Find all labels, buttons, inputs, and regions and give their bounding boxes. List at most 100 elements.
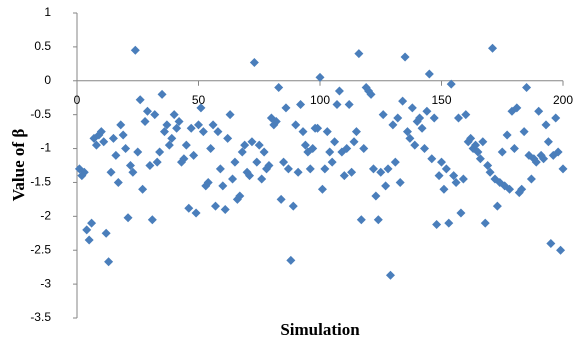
point — [249, 57, 259, 67]
point — [247, 137, 257, 147]
point — [296, 100, 306, 109]
point — [485, 167, 495, 177]
point — [320, 164, 330, 174]
point — [349, 137, 359, 147]
point — [167, 133, 177, 143]
x-tick-label: 100 — [310, 93, 330, 107]
point — [184, 203, 194, 213]
y-tick-label: -1 — [40, 141, 51, 155]
point — [368, 164, 378, 174]
y-tick-label: -3.5 — [30, 310, 51, 324]
point — [291, 120, 301, 130]
point — [121, 144, 131, 154]
point — [106, 167, 116, 177]
point — [432, 219, 442, 229]
point — [116, 120, 126, 130]
point — [147, 215, 157, 225]
point — [283, 164, 293, 174]
point — [356, 215, 366, 225]
point — [519, 127, 529, 137]
point — [551, 113, 561, 123]
point — [410, 140, 420, 150]
point — [274, 83, 284, 93]
point — [96, 127, 106, 137]
point — [456, 208, 466, 218]
point — [196, 103, 206, 113]
point — [359, 144, 369, 154]
point — [558, 164, 568, 174]
point — [91, 140, 101, 150]
point — [466, 133, 476, 143]
point — [208, 120, 218, 130]
point — [235, 191, 245, 201]
point — [398, 96, 408, 106]
point — [84, 235, 94, 245]
point — [444, 218, 454, 228]
point — [480, 218, 490, 228]
point — [492, 201, 502, 211]
point — [347, 167, 357, 177]
point — [162, 120, 172, 130]
point — [181, 140, 191, 150]
point — [429, 113, 439, 123]
point — [313, 123, 323, 133]
x-axis-title: Simulation — [280, 320, 360, 339]
point — [215, 164, 225, 174]
y-tick-label: -2 — [40, 209, 51, 223]
y-tick-label: 0.5 — [34, 39, 51, 53]
point — [351, 127, 361, 137]
y-tick-label: -2.5 — [30, 242, 51, 256]
point — [522, 83, 532, 93]
point — [164, 140, 174, 150]
point — [543, 137, 553, 147]
point — [203, 177, 213, 187]
point — [434, 171, 444, 181]
point — [556, 245, 566, 255]
point — [461, 110, 471, 120]
point — [293, 167, 303, 177]
point — [502, 130, 512, 140]
point — [454, 113, 464, 123]
point — [82, 225, 92, 235]
point — [174, 116, 184, 126]
point — [133, 147, 143, 157]
point — [330, 137, 340, 147]
point — [534, 106, 544, 116]
point — [354, 49, 364, 59]
point — [191, 208, 201, 218]
point — [415, 113, 425, 123]
point — [539, 154, 549, 164]
point — [366, 89, 376, 99]
point — [437, 157, 446, 167]
point — [402, 127, 412, 137]
point — [376, 167, 386, 177]
point — [157, 89, 167, 99]
point — [332, 100, 342, 109]
point — [342, 144, 352, 154]
point — [254, 140, 264, 150]
point — [155, 147, 165, 157]
point — [373, 215, 383, 225]
point — [159, 127, 169, 137]
point — [125, 161, 135, 170]
point — [99, 137, 109, 147]
point — [393, 113, 403, 123]
point — [424, 69, 434, 79]
point — [194, 120, 203, 130]
point — [138, 184, 148, 194]
point — [385, 270, 395, 280]
point — [220, 205, 230, 215]
point — [441, 164, 451, 174]
point — [478, 137, 488, 147]
x-tick-label: 50 — [192, 93, 206, 107]
point — [475, 154, 485, 164]
point — [101, 228, 111, 238]
point — [87, 218, 97, 228]
point — [240, 140, 250, 150]
point — [225, 110, 235, 120]
x-tick-label: 200 — [553, 93, 573, 107]
point — [400, 52, 410, 62]
point — [512, 103, 522, 113]
point — [172, 123, 182, 133]
